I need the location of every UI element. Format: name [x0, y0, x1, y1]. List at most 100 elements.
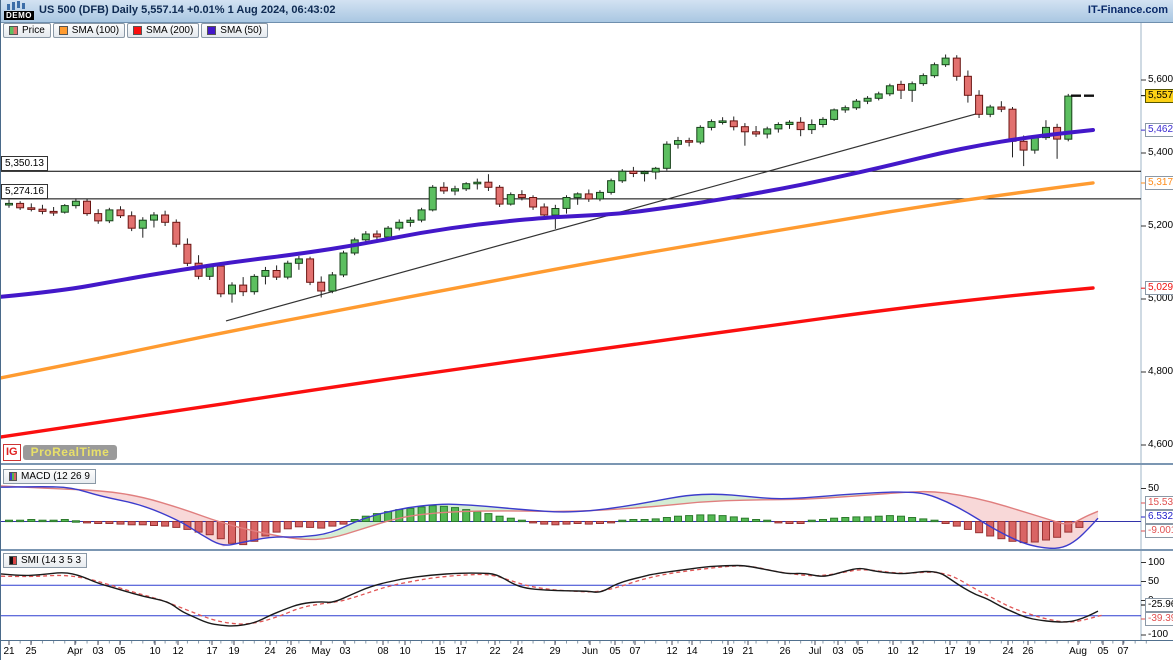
date-axis-label: 05 — [852, 646, 864, 657]
sma200-line — [1, 286, 1095, 439]
sma200-series-icon — [133, 26, 143, 35]
date-axis-label: 24 — [512, 646, 524, 657]
date-axis-label: 12 — [666, 646, 678, 657]
mini-chart-icon — [7, 1, 31, 11]
date-axis-label: 07 — [1117, 646, 1129, 657]
price-tag: 5,462.7. — [1145, 123, 1173, 138]
price-axis-tick: 5,000 — [1148, 293, 1173, 304]
date-axis-label: 25 — [25, 646, 37, 657]
legend-tab-sma100[interactable]: SMA (100) — [52, 23, 126, 38]
date-axis-label: 05 — [609, 646, 621, 657]
date-axis-label: 07 — [629, 646, 641, 657]
date-axis-label: 24 — [1002, 646, 1014, 657]
date-axis-label: 21 — [3, 646, 15, 657]
date-axis-label: 05 — [1097, 646, 1109, 657]
date-axis-label: 26 — [285, 646, 297, 657]
date-axis-label: 29 — [549, 646, 561, 657]
legend-label: SMA (50) — [220, 25, 262, 36]
legend-tab-sma200[interactable]: SMA (200) — [127, 23, 200, 38]
legend-tab-price[interactable]: Price — [3, 23, 51, 38]
legend-label: SMA (100) — [71, 25, 120, 36]
date-axis-label: 10 — [149, 646, 161, 657]
ig-logo: IG — [3, 444, 21, 461]
price-axis-tick: 4,600 — [1148, 439, 1173, 450]
legend-tab-sma50[interactable]: SMA (50) — [201, 23, 268, 38]
brand-link: IT-Finance.com — [1087, 4, 1168, 16]
date-axis-label: Apr — [67, 646, 83, 657]
date-axis-label: 12 — [172, 646, 184, 657]
prorealtime-logo: ProRealTime — [22, 445, 118, 460]
date-axis-label: 12 — [907, 646, 919, 657]
smi-signal-line — [1, 565, 1103, 625]
panel-separator[interactable] — [1, 463, 1173, 465]
macd-axis-tick: 50 — [1148, 482, 1160, 494]
panel-separator[interactable] — [1, 549, 1173, 551]
price-tag: 5,317.8. — [1145, 176, 1173, 190]
demo-badge: DEMO — [4, 11, 34, 20]
smi-indicator-tab[interactable]: SMI (14 3 5 3 — [3, 553, 88, 568]
smi-value-tag: -25.963 — [1145, 598, 1173, 612]
macd-value-tag: 15.533 — [1145, 496, 1173, 510]
smi-line — [1, 564, 1099, 627]
sma100-line — [1, 181, 1095, 380]
smi-axis-tick: 50 — [1148, 575, 1160, 587]
smi-panel — [1, 564, 1141, 627]
sma50-series-icon — [207, 26, 217, 35]
macd-line — [1, 486, 1099, 549]
date-axis-label: May — [311, 646, 331, 657]
date-axis-label: 10 — [887, 646, 899, 657]
axis-separator — [1, 640, 1173, 641]
legend-label: SMA (200) — [146, 25, 194, 36]
macd-icon — [9, 472, 17, 481]
date-axis-label: 26 — [1022, 646, 1034, 657]
candles — [5, 54, 1094, 303]
sma100-series-icon — [58, 26, 68, 35]
hline-label: 5,274.16 — [1, 183, 48, 199]
date-axis-label: Aug — [1069, 646, 1087, 657]
date-axis-label: 22 — [489, 646, 501, 657]
watermark: IG ProRealTime — [3, 444, 118, 461]
date-axis-label: Jul — [808, 646, 822, 657]
date-axis-label: 19 — [722, 646, 734, 657]
macd-label: MACD (12 26 9 — [21, 471, 90, 482]
date-axis-label: 14 — [686, 646, 698, 657]
macd-value-tag: -9.0013 — [1145, 524, 1173, 538]
price-axis-tick: 5,400 — [1148, 147, 1173, 158]
date-axis-label: 21 — [742, 646, 754, 657]
macd-indicator-tab[interactable]: MACD (12 26 9 — [3, 469, 96, 484]
date-axis-label: 15 — [434, 646, 446, 657]
smi-axis-tick: 100 — [1148, 556, 1165, 568]
smi-label: SMI (14 3 5 3 — [21, 555, 82, 566]
hline-label: 5,350.13 — [1, 156, 48, 172]
date-axis-label: 05 — [114, 646, 126, 657]
smi-icon — [9, 556, 17, 565]
date-axis-label: 19 — [964, 646, 976, 657]
price-series-icon — [9, 26, 18, 35]
date-axis-label: 03 — [832, 646, 844, 657]
series-legend: Price SMA (100) SMA (200) SMA (50) — [3, 23, 268, 38]
price-panel — [1, 54, 1141, 439]
legend-label: Price — [22, 25, 45, 36]
date-axis-label: Jun — [581, 646, 599, 657]
price-axis-tick: 5,600 — [1148, 74, 1173, 85]
date-axis-label: 08 — [377, 646, 389, 657]
date-axis-label: 24 — [264, 646, 276, 657]
smi-axis-tick: -100 — [1148, 629, 1169, 640]
date-axis-label: 17 — [206, 646, 218, 657]
date-axis-label: 17 — [455, 646, 467, 657]
price-axis-tick: 4,800 — [1148, 366, 1173, 377]
sma50-line — [1, 128, 1095, 299]
trendline — [225, 113, 977, 322]
price-tag: 5,557.1. — [1145, 88, 1173, 103]
date-axis-label: 26 — [779, 646, 791, 657]
price-axis-tick: 5,200 — [1148, 220, 1173, 231]
date-axis-label: 03 — [92, 646, 104, 657]
date-axis-label: 10 — [399, 646, 411, 657]
date-axis-label: 03 — [339, 646, 351, 657]
macd-panel — [1, 485, 1141, 549]
instrument-title: US 500 (DFB) Daily 5,557.14 +0.01% 1 Aug… — [39, 4, 336, 16]
header-bar: DEMO US 500 (DFB) Daily 5,557.14 +0.01% … — [1, 0, 1173, 23]
macd-value-tag: 6.5322 — [1145, 510, 1173, 524]
